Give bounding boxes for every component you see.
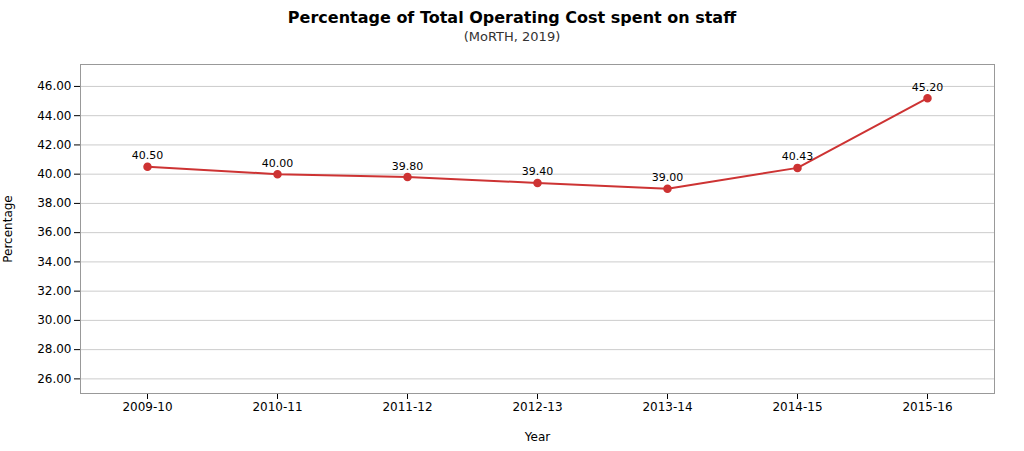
svg-text:2010-11: 2010-11 xyxy=(252,400,302,414)
svg-text:40.43: 40.43 xyxy=(782,150,814,163)
svg-text:45.20: 45.20 xyxy=(912,81,944,94)
svg-text:40.50: 40.50 xyxy=(132,149,164,162)
svg-text:2009-10: 2009-10 xyxy=(122,400,172,414)
svg-text:46.00: 46.00 xyxy=(37,79,71,93)
svg-text:40.00: 40.00 xyxy=(37,167,71,181)
svg-text:2011-12: 2011-12 xyxy=(382,400,432,414)
html-text:Percentage of Total Operating: Percentage of Total Operating Cost spent… xyxy=(287,8,737,27)
svg-text:39.40: 39.40 xyxy=(522,165,554,178)
svg-text:32.00: 32.00 xyxy=(37,284,71,298)
svg-text:Year: Year xyxy=(524,430,550,444)
svg-text:2015-16: 2015-16 xyxy=(902,400,952,414)
svg-text:39.00: 39.00 xyxy=(652,171,684,184)
svg-text:38.00: 38.00 xyxy=(37,196,71,210)
svg-text:2013-14: 2013-14 xyxy=(642,400,692,414)
svg-text:34.00: 34.00 xyxy=(37,255,71,269)
svg-text:40.00: 40.00 xyxy=(262,157,294,170)
svg-text:2012-13: 2012-13 xyxy=(512,400,562,414)
svg-text:44.00: 44.00 xyxy=(37,109,71,123)
svg-text:39.80: 39.80 xyxy=(392,160,424,173)
svg-text:28.00: 28.00 xyxy=(37,342,71,356)
svg-text:36.00: 36.00 xyxy=(37,225,71,239)
svg-text:30.00: 30.00 xyxy=(37,313,71,327)
svg-text:2014-15: 2014-15 xyxy=(772,400,822,414)
svg-text:26.00: 26.00 xyxy=(37,372,71,386)
svg-text:Percentage: Percentage xyxy=(1,195,15,263)
svg-text:42.00: 42.00 xyxy=(37,138,71,152)
html-text:(MoRTH, 2019): (MoRTH, 2019) xyxy=(463,29,561,44)
